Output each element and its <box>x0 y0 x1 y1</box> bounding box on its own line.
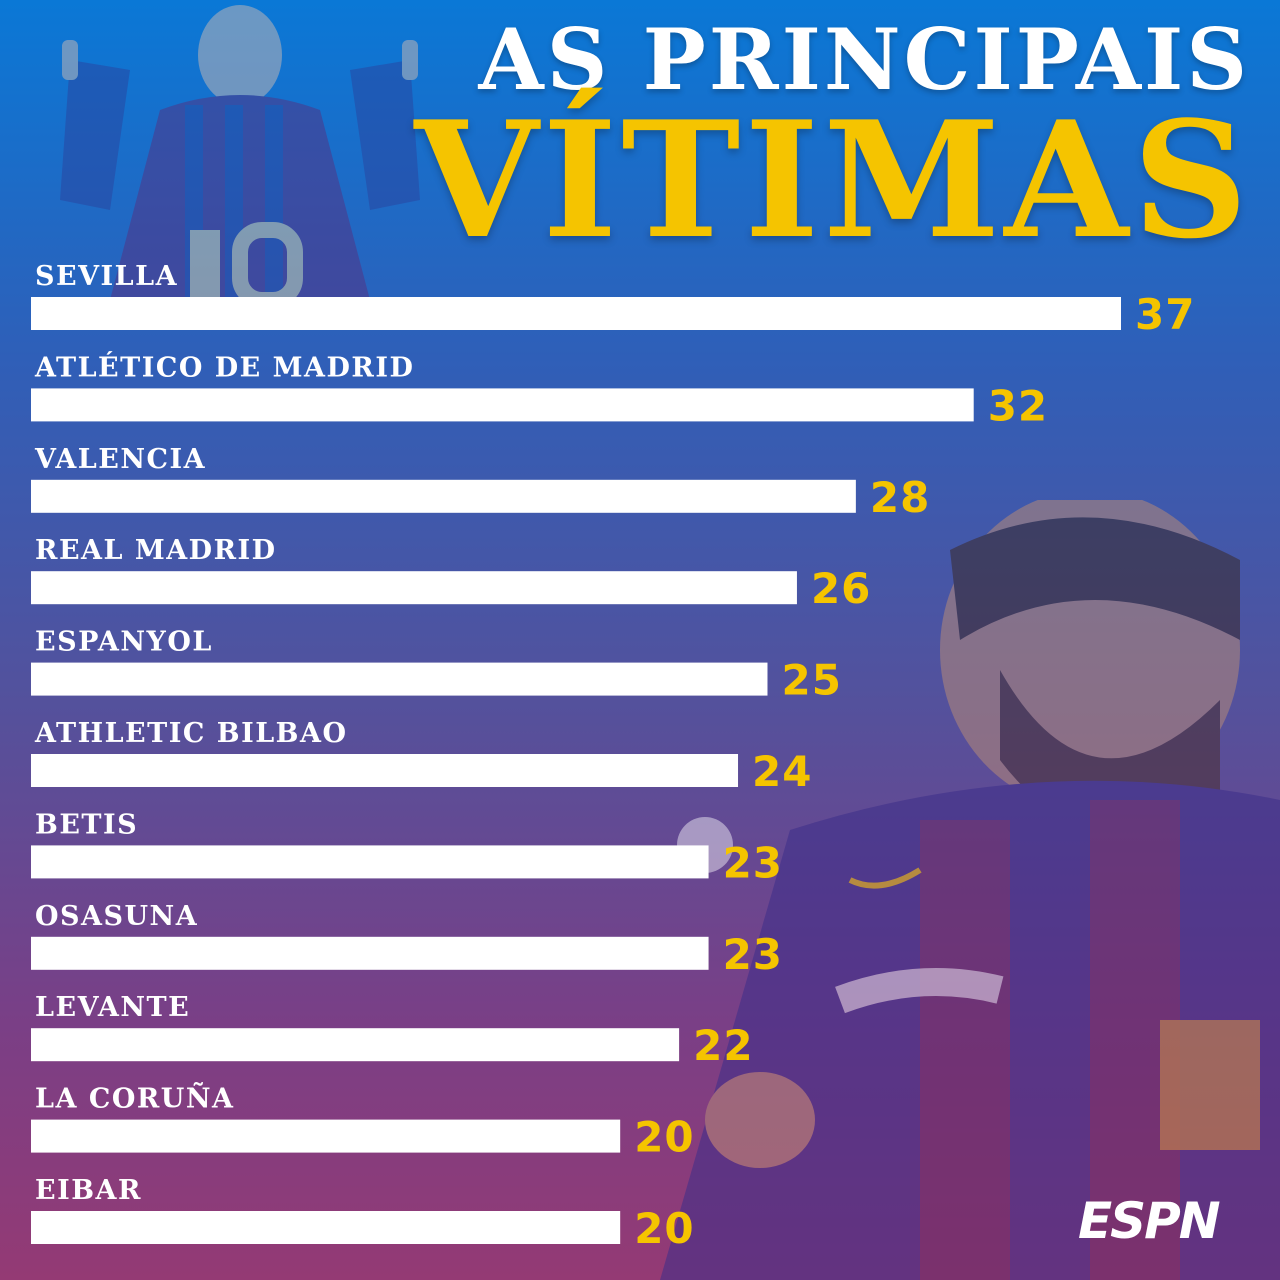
category-label: REAL MADRID <box>35 535 277 566</box>
value-label: 37 <box>1135 290 1195 339</box>
value-label: 23 <box>723 838 783 887</box>
bar <box>31 1211 621 1244</box>
value-label: 23 <box>723 930 783 979</box>
messi-celebration-photo <box>660 500 1280 1280</box>
category-label: LA CORUÑA <box>35 1082 234 1115</box>
category-label: LEVANTE <box>35 992 190 1023</box>
messi-back-photo <box>60 5 420 300</box>
bar <box>31 845 709 879</box>
category-label: OSASUNA <box>35 901 198 932</box>
value-label: 20 <box>634 1204 694 1253</box>
bar <box>31 754 739 787</box>
bar <box>31 479 856 513</box>
category-label: VALENCIA <box>34 444 206 475</box>
espn-logo: ESPN <box>1078 1192 1221 1250</box>
category-label: BETIS <box>35 809 138 840</box>
value-label: 22 <box>693 1021 753 1070</box>
bar <box>31 1028 680 1062</box>
value-label: 26 <box>811 564 871 613</box>
value-label: 28 <box>870 473 930 522</box>
value-label: 20 <box>634 1113 694 1162</box>
value-label: 25 <box>781 656 841 705</box>
title-line-2: VÍTIMAS <box>414 86 1252 274</box>
bar <box>31 662 768 696</box>
title-line-1: AS PRINCIPAIS <box>478 10 1250 109</box>
bar <box>31 1119 621 1153</box>
bar <box>31 571 797 605</box>
bar <box>31 936 709 970</box>
value-label: 32 <box>988 381 1048 430</box>
category-label: ATHLETIC BILBAO <box>34 718 347 749</box>
bar <box>31 297 1121 330</box>
category-label: ESPANYOL <box>35 627 213 658</box>
bar <box>31 388 974 422</box>
category-label: EIBAR <box>35 1175 142 1206</box>
category-label: SEVILLA <box>35 261 178 292</box>
category-label: ATLÉTICO DE MADRID <box>34 350 414 383</box>
value-label: 24 <box>752 747 812 796</box>
